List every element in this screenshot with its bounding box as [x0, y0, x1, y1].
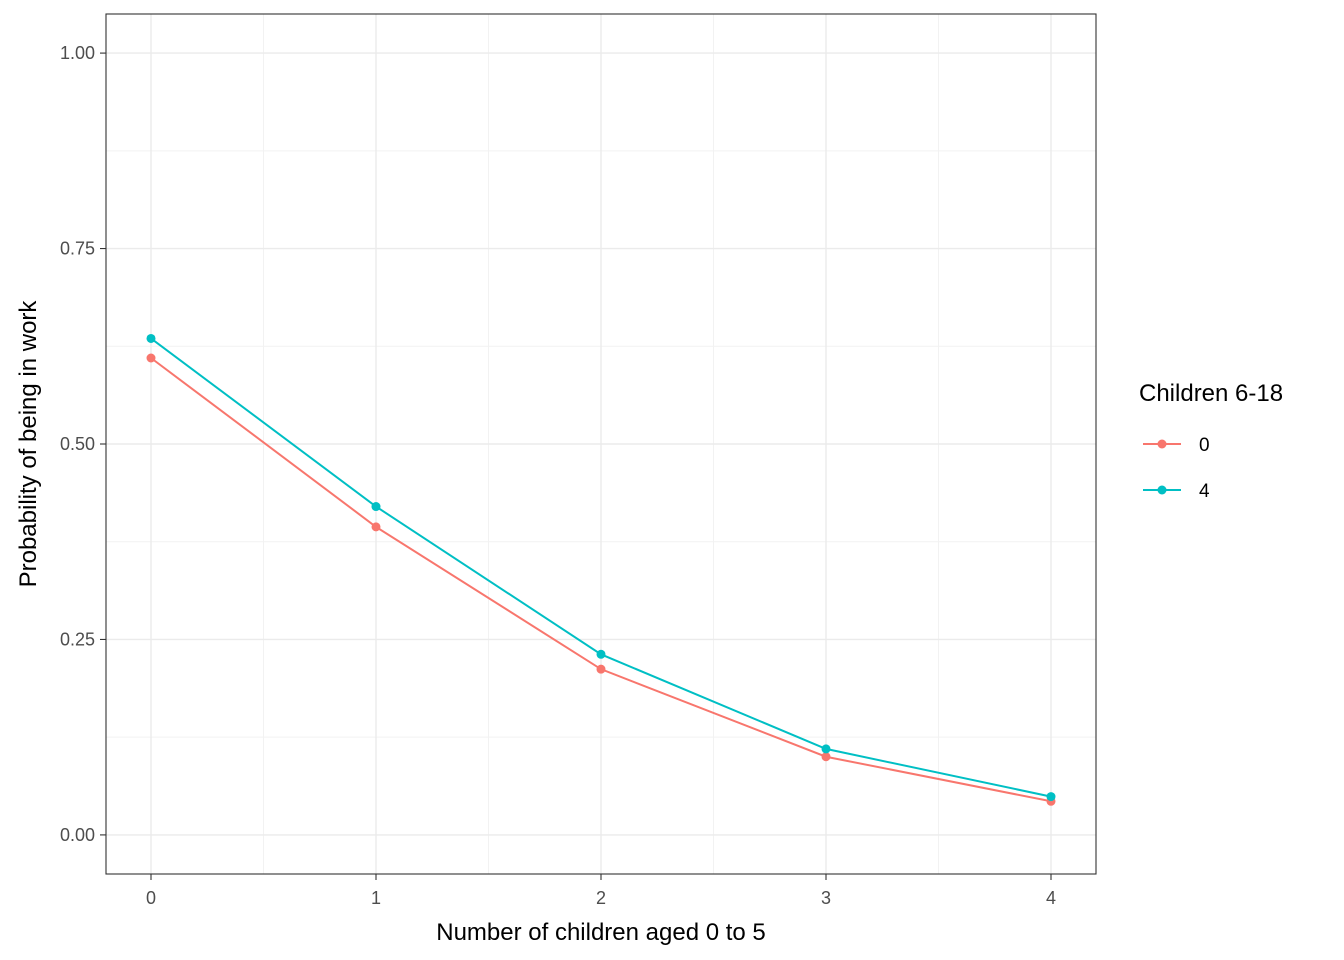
- series-layer: [146, 333, 1056, 806]
- data-point-series-0: [596, 664, 606, 674]
- data-point-series-4: [821, 744, 831, 754]
- y-tick-label: 0.75: [60, 239, 95, 259]
- y-axis: 0.00 0.25 0.50 0.75 1.00: [60, 43, 106, 845]
- y-tick-label: 0.50: [60, 434, 95, 454]
- grid-major: [106, 14, 1096, 874]
- x-tick-label: 1: [371, 888, 381, 908]
- legend-label: 4: [1199, 481, 1210, 502]
- y-tick-label: 0.00: [60, 825, 95, 845]
- x-axis: 0 1 2 3 4: [146, 874, 1056, 908]
- data-point-series-4: [1046, 792, 1056, 802]
- x-tick-label: 4: [1046, 888, 1056, 908]
- data-point-series-0: [146, 353, 156, 363]
- y-tick-label: 1.00: [60, 43, 95, 63]
- data-point-series-0: [821, 752, 831, 762]
- legend-key-point: [1157, 439, 1167, 449]
- legend: Children 6-18 0 4: [1139, 380, 1283, 502]
- data-point-series-0: [371, 522, 381, 532]
- y-tick-label: 0.25: [60, 629, 95, 649]
- legend-key-point: [1157, 485, 1167, 495]
- x-tick-label: 2: [596, 888, 606, 908]
- data-point-series-4: [146, 333, 156, 343]
- data-point-series-4: [596, 649, 606, 659]
- data-point-series-4: [371, 502, 381, 512]
- legend-title: Children 6-18: [1139, 380, 1283, 407]
- x-axis-title: Number of children aged 0 to 5: [436, 919, 766, 946]
- legend-label: 0: [1199, 435, 1210, 456]
- y-axis-title: Probability of being in work: [15, 300, 42, 588]
- x-tick-label: 3: [821, 888, 831, 908]
- x-tick-label: 0: [146, 888, 156, 908]
